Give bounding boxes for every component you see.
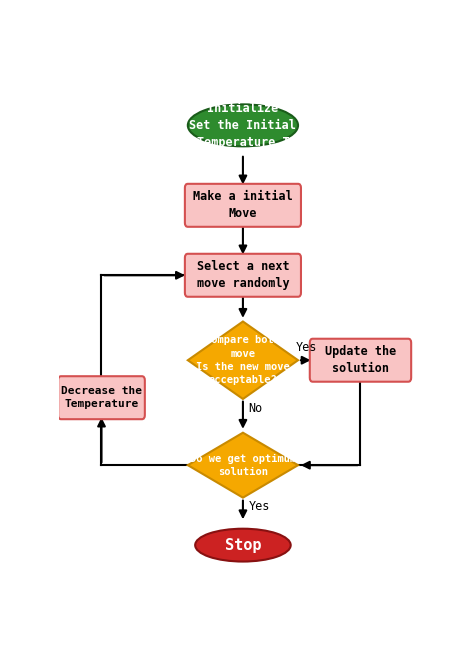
FancyBboxPatch shape [185,184,301,227]
Text: Compare both
move
Is the new move
acceptable?: Compare both move Is the new move accept… [196,336,290,385]
Text: Make a initial
Move: Make a initial Move [193,190,293,220]
Text: Select a next
move randomly: Select a next move randomly [197,260,289,290]
FancyBboxPatch shape [58,376,145,419]
Text: No: No [248,402,263,415]
Polygon shape [188,321,298,399]
FancyBboxPatch shape [310,339,411,382]
Text: Yes: Yes [295,341,317,354]
Text: Decrease the
Temperature: Decrease the Temperature [61,386,142,410]
Ellipse shape [195,529,291,561]
Text: Stop: Stop [225,537,261,553]
Text: Initialize
Set the Initial
Temperature T: Initialize Set the Initial Temperature T [190,102,296,149]
Polygon shape [188,433,298,498]
Text: Do we get optimum
solution: Do we get optimum solution [190,454,296,477]
Ellipse shape [188,104,298,146]
Text: Update the
solution: Update the solution [325,345,396,375]
FancyBboxPatch shape [185,254,301,297]
Text: Yes: Yes [248,500,270,513]
